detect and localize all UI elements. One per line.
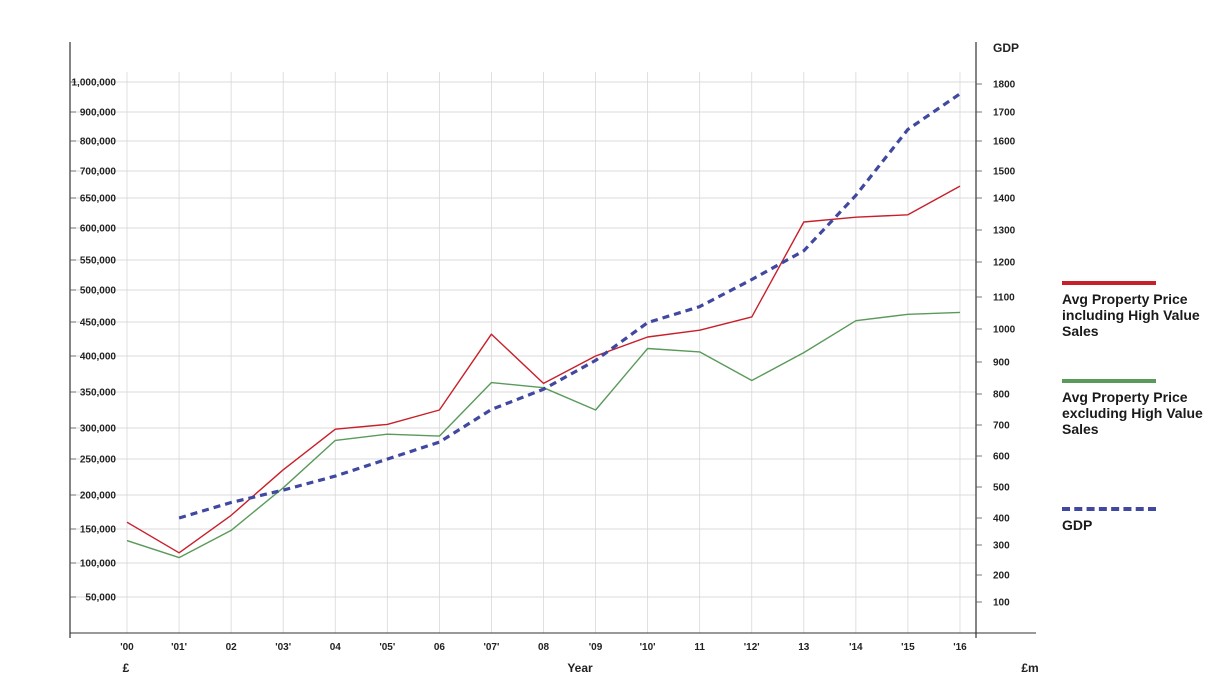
left-axis-unit-label: £ bbox=[123, 661, 130, 675]
x-tick-label: '00 bbox=[120, 642, 134, 653]
legend-entry-including: Avg Property Price including High Value … bbox=[1062, 281, 1212, 339]
x-tick-label: '03' bbox=[275, 642, 291, 653]
left-tick-label: 400,000 bbox=[80, 352, 117, 363]
right-tick-label: 100 bbox=[993, 598, 1010, 609]
legend-label-including: Avg Property Price including High Value … bbox=[1062, 291, 1200, 339]
x-tick-label: '15 bbox=[901, 642, 915, 653]
legend-swatch-gdp bbox=[1062, 507, 1156, 511]
right-tick-label: 1800 bbox=[993, 80, 1016, 91]
x-axis-label: Year bbox=[567, 661, 593, 675]
left-tick-label: 800,000 bbox=[80, 137, 117, 148]
right-tick-label: 1500 bbox=[993, 167, 1016, 178]
x-tick-label: '05' bbox=[379, 642, 395, 653]
right-tick-label: 800 bbox=[993, 390, 1010, 401]
left-tick-label: 300,000 bbox=[80, 424, 117, 435]
right-tick-label: 700 bbox=[993, 421, 1010, 432]
x-axis-ticks: '00 '01' 02 '03' 04 '05' 06 '07' 08 '09 '10' 11 '12'… bbox=[120, 642, 967, 653]
x-tick-label: '01' bbox=[171, 642, 187, 653]
x-tick-label: 04 bbox=[330, 642, 342, 653]
x-tick-label: '14 bbox=[849, 642, 863, 653]
legend-label-excluding: Avg Property Price excluding High Value … bbox=[1062, 389, 1203, 437]
right-axis-unit-label: £m bbox=[1021, 661, 1038, 675]
series-lines bbox=[126, 92, 961, 559]
left-tick-label: 500,000 bbox=[80, 286, 117, 297]
left-tick-label: 350,000 bbox=[80, 388, 117, 399]
left-tick-label: 550,000 bbox=[80, 256, 117, 267]
left-tick-label: 200,000 bbox=[80, 491, 117, 502]
right-tick-label: 1100 bbox=[993, 293, 1015, 304]
axes bbox=[69, 42, 1036, 638]
right-tick-label: 1300 bbox=[993, 226, 1016, 237]
left-tick-label: 50,000 bbox=[85, 593, 116, 604]
gridlines bbox=[70, 72, 976, 633]
x-tick-label: '07' bbox=[483, 642, 499, 653]
right-axis-title: GDP bbox=[993, 41, 1019, 55]
x-tick-label: 13 bbox=[798, 642, 810, 653]
left-tick-label: 150,000 bbox=[80, 525, 117, 536]
legend-label-gdp: GDP bbox=[1062, 517, 1093, 533]
legend-entry-gdp: GDP bbox=[1062, 507, 1212, 533]
x-tick-label: '12' bbox=[744, 642, 760, 653]
left-tick-label: 600,000 bbox=[80, 224, 117, 235]
right-tick-label: 300 bbox=[993, 541, 1010, 552]
right-tick-label: 400 bbox=[993, 514, 1010, 525]
left-tick-label: 700,000 bbox=[80, 167, 117, 178]
right-tick-label: 500 bbox=[993, 483, 1010, 494]
x-tick-label: 02 bbox=[226, 642, 238, 653]
right-tick-label: 1600 bbox=[993, 137, 1016, 148]
left-tick-label: 650,000 bbox=[80, 194, 117, 205]
x-tick-label: 08 bbox=[538, 642, 550, 653]
left-tick-label: 250,000 bbox=[80, 455, 117, 466]
x-tick-label: '09 bbox=[589, 642, 603, 653]
right-axis-ticks: 100 200 300 400 500 600 700 800 900 1000 1100 1200 1… bbox=[976, 80, 1016, 609]
x-tick-label: 11 bbox=[694, 642, 705, 653]
right-tick-label: 900 bbox=[993, 358, 1010, 369]
right-tick-label: 1700 bbox=[993, 108, 1016, 119]
right-tick-label: 200 bbox=[993, 571, 1010, 582]
legend-swatch-red bbox=[1062, 281, 1156, 285]
right-tick-label: 1400 bbox=[993, 194, 1016, 205]
left-tick-label: 900,000 bbox=[80, 108, 117, 119]
left-axis-ticks: 50,000 100,000 150,000 200,000 250,000 300,00… bbox=[70, 78, 116, 604]
legend-entry-excluding: Avg Property Price excluding High Value … bbox=[1062, 379, 1212, 437]
left-tick-label: 100,000 bbox=[80, 559, 117, 570]
x-tick-label: 06 bbox=[434, 642, 446, 653]
x-tick-label: '16 bbox=[953, 642, 967, 653]
series-line-2 bbox=[178, 92, 961, 520]
right-tick-label: 1200 bbox=[993, 258, 1016, 269]
legend-swatch-green bbox=[1062, 379, 1156, 383]
x-tick-label: '10' bbox=[640, 642, 656, 653]
left-tick-label: 450,000 bbox=[80, 318, 117, 329]
right-tick-label: 1000 bbox=[993, 325, 1016, 336]
right-tick-label: 600 bbox=[993, 452, 1010, 463]
left-tick-label: 1,000,000 bbox=[72, 78, 117, 89]
series-line-0 bbox=[126, 185, 961, 554]
